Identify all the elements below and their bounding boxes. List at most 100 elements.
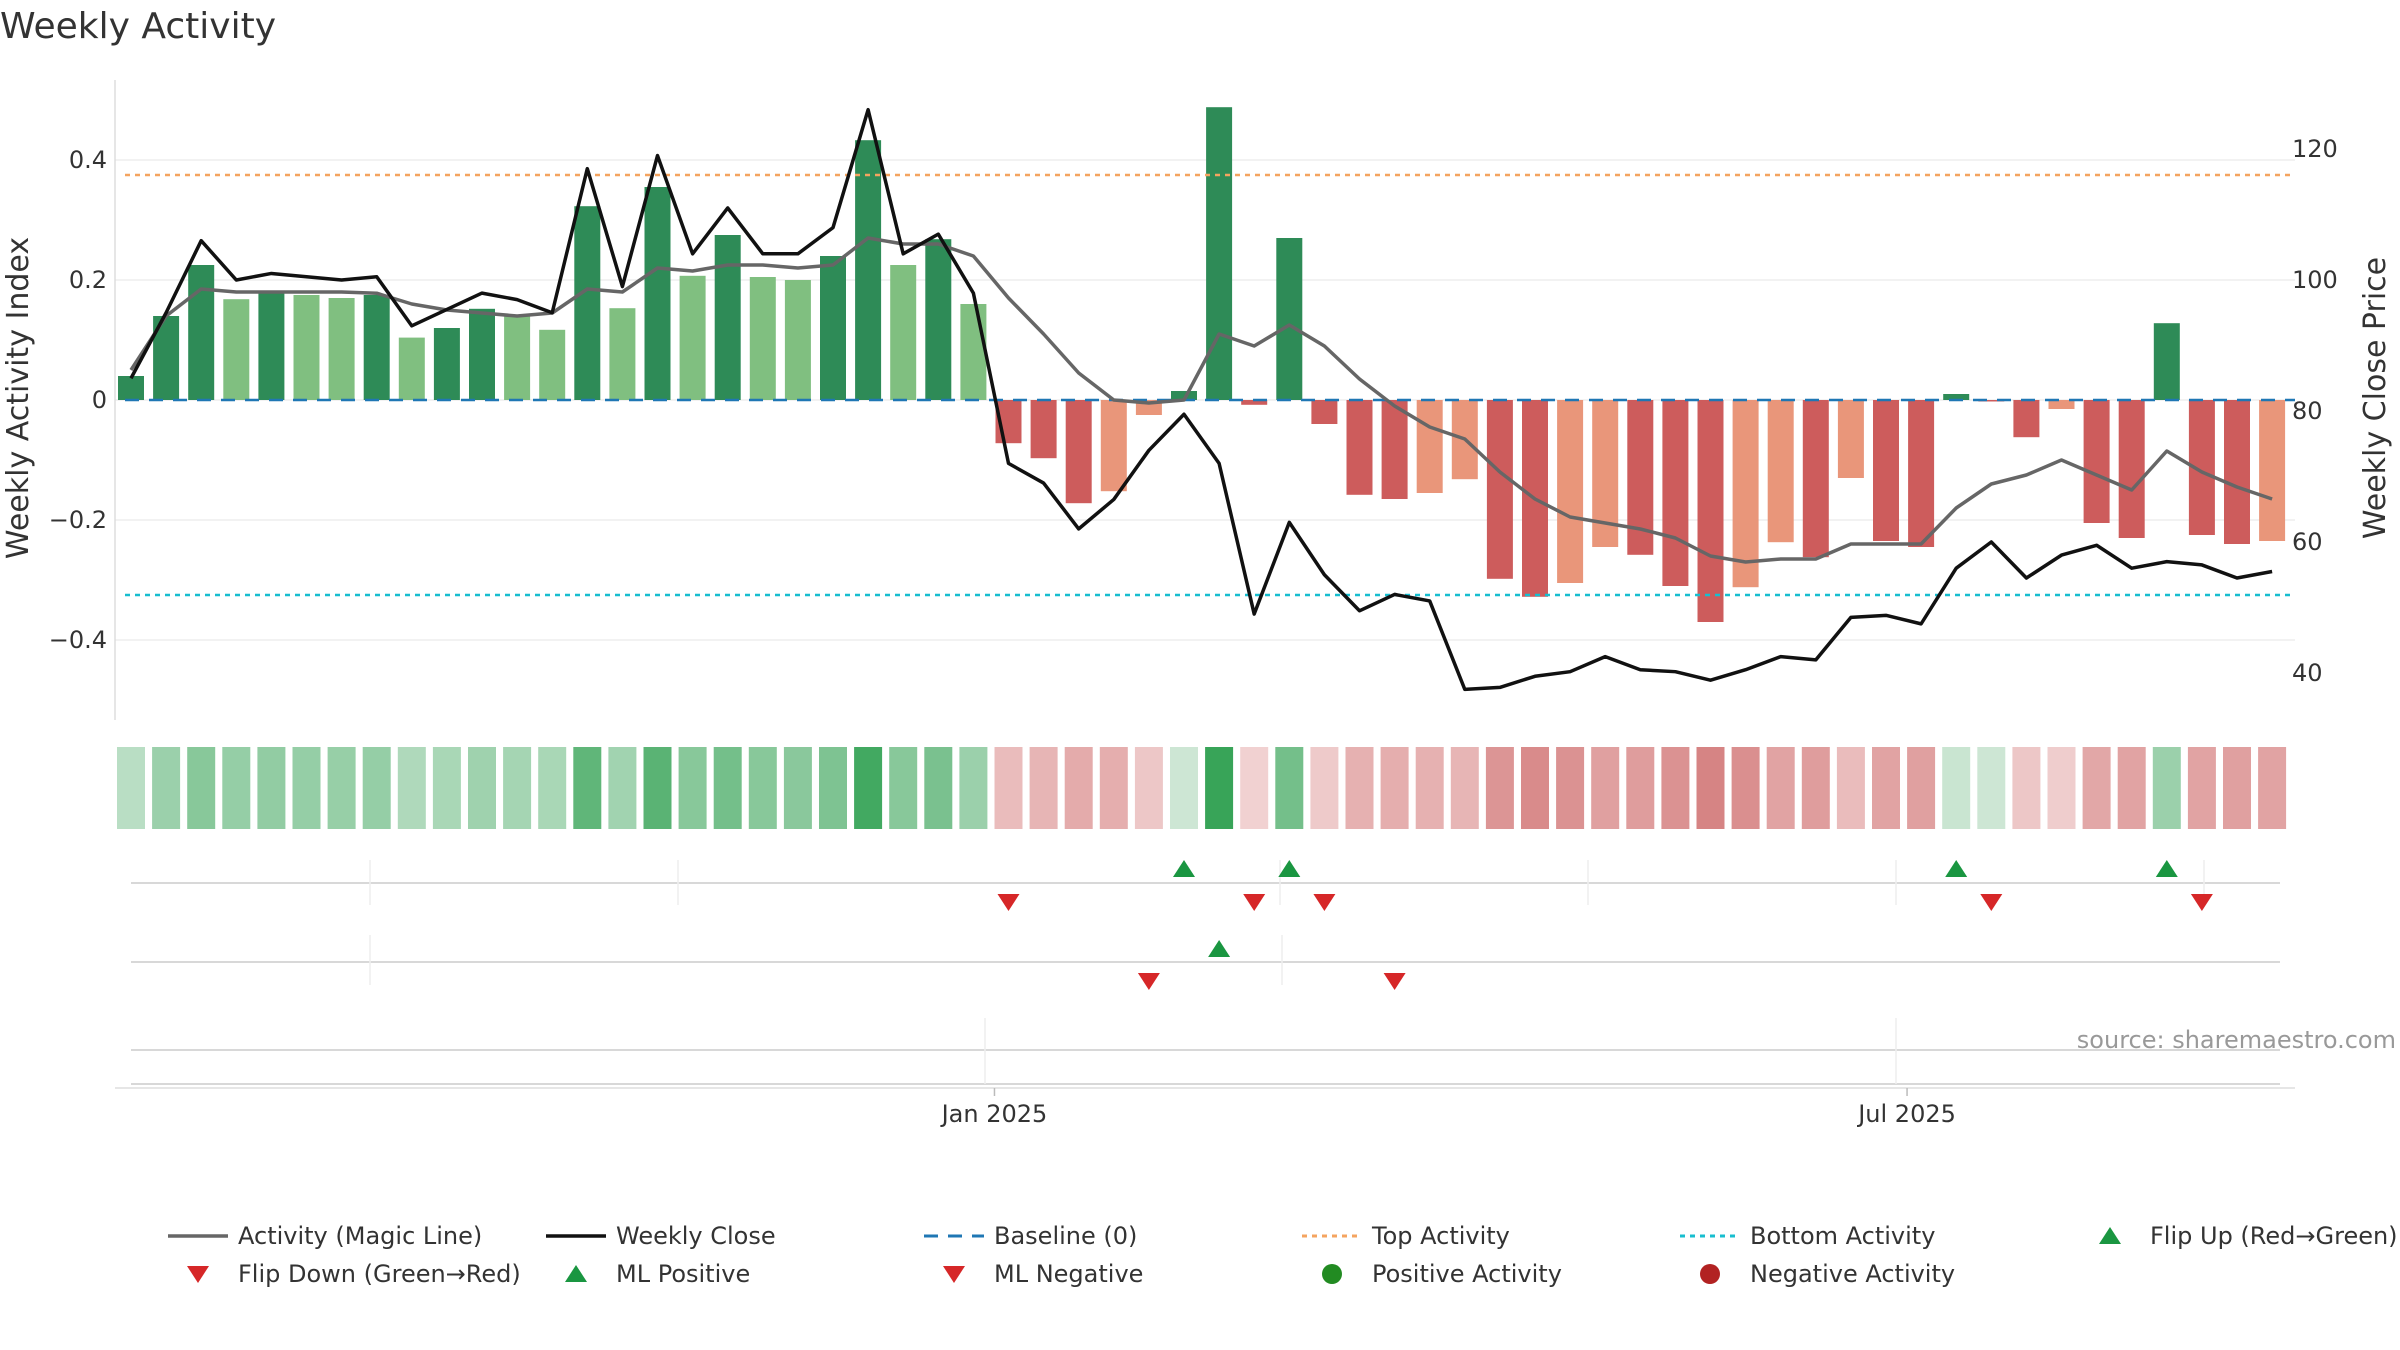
activity-bar <box>2083 400 2110 523</box>
signal-panels <box>131 860 2280 1085</box>
legend-label: Flip Down (Green→Red) <box>238 1260 521 1288</box>
legend-item-mlneg: ML Negative <box>943 1260 1143 1288</box>
legend-label: Weekly Close <box>616 1222 776 1250</box>
activity-bar <box>749 277 776 400</box>
heat-cell <box>187 747 216 829</box>
heat-cell <box>2223 747 2251 829</box>
activity-bar <box>1767 400 1794 543</box>
legend-swatch <box>1322 1264 1342 1284</box>
heat-cell <box>362 747 391 829</box>
activity-bar <box>890 265 917 400</box>
activity-bar <box>784 280 811 400</box>
activity-bar <box>398 337 425 400</box>
activity-bar <box>2013 400 2040 438</box>
activity-bar <box>293 295 320 400</box>
heat-cell <box>1485 747 1514 829</box>
x-axis: Jan 2025 Jul 2025 <box>115 1087 2295 1128</box>
ml-negative-marker <box>1137 973 1160 990</box>
legend-label: Negative Activity <box>1750 1260 1955 1288</box>
heat-cell <box>1415 747 1444 829</box>
y-tick-label-right: 60 <box>2292 528 2323 556</box>
heat-cell <box>1977 747 2006 829</box>
flip-down-marker <box>997 894 1020 911</box>
y-tick-label-right: 40 <box>2292 659 2323 687</box>
activity-bar <box>714 235 741 400</box>
activity-bar <box>2153 323 2180 400</box>
heat-cell <box>748 747 777 829</box>
lines-layer <box>125 107 2295 692</box>
legend-label: ML Negative <box>994 1260 1143 1288</box>
magic-line <box>129 236 2273 564</box>
legend-swatch <box>1700 1264 1720 1284</box>
legend-label: Positive Activity <box>1372 1260 1562 1288</box>
heat-cell <box>1345 747 1374 829</box>
legend-item-mlpos: ML Positive <box>565 1260 750 1288</box>
y-tick-label-left: 0.2 <box>69 266 107 294</box>
heat-cell <box>2152 747 2181 829</box>
activity-bar <box>1557 400 1584 583</box>
activity-bar <box>363 295 390 400</box>
legend-item-magic: Activity (Magic Line) <box>168 1222 482 1250</box>
activity-bar <box>1346 400 1373 495</box>
heat-cell <box>1766 747 1795 829</box>
heat-cell <box>1099 747 1128 829</box>
legend: Activity (Magic Line) Weekly Close Baselin… <box>168 1222 2398 1288</box>
heat-cell <box>538 747 567 829</box>
activity-bar <box>644 187 671 400</box>
activity-bar <box>1697 400 1724 622</box>
activity-bar <box>258 293 285 400</box>
heat-cell <box>503 747 532 829</box>
flip-down-marker <box>1313 894 1336 911</box>
legend-item-flipup: Flip Up (Red→Green) <box>2099 1222 2398 1250</box>
activity-bar <box>1873 400 1899 541</box>
activity-bar <box>609 308 636 400</box>
source-label: source: sharemaestro.com <box>2077 1026 2396 1054</box>
flip-down-marker <box>2190 894 2213 911</box>
legend-item-close: Weekly Close <box>546 1222 776 1250</box>
activity-bar <box>679 275 706 400</box>
activity-bar <box>2259 400 2286 541</box>
legend-label: Flip Up (Red→Green) <box>2150 1222 2398 1250</box>
flip-up-marker <box>1278 860 1301 877</box>
heat-cell <box>1731 747 1760 829</box>
flip-up-marker <box>2155 860 2178 877</box>
heat-cell <box>1310 747 1339 829</box>
heat-cell <box>1661 747 1690 829</box>
heat-cell <box>1872 747 1900 829</box>
heat-cell <box>2258 747 2287 829</box>
legend-item-baseline: Baseline (0) <box>924 1222 1137 1250</box>
legend-swatch <box>2099 1227 2121 1244</box>
heat-cell <box>468 747 496 829</box>
activity-bar <box>1276 238 1303 400</box>
activity-bar <box>118 376 144 400</box>
legend-swatch <box>565 1265 587 1282</box>
activity-bar <box>328 298 355 400</box>
activity-bar <box>1030 400 1057 459</box>
heat-cell <box>432 747 461 829</box>
heat-cell <box>854 747 883 829</box>
y-tick-label-left: −0.4 <box>49 626 107 654</box>
heat-cell <box>1064 747 1093 829</box>
heat-cell <box>924 747 953 829</box>
heat-cell <box>1591 747 1620 829</box>
ml-negative-marker <box>1383 973 1406 990</box>
legend-label: ML Positive <box>616 1260 750 1288</box>
activity-bar <box>2224 400 2250 544</box>
heat-cell <box>1801 747 1830 829</box>
activity-bar <box>1311 400 1338 424</box>
heat-cell <box>608 747 637 829</box>
legend-item-negact: Negative Activity <box>1700 1260 1955 1288</box>
y-tick-label-left: 0 <box>92 386 107 414</box>
x-tick-label: Jul 2025 <box>1856 1100 1956 1128</box>
heat-cell <box>2012 747 2041 829</box>
activity-bar <box>1065 400 1092 504</box>
y-tick-label-right: 80 <box>2292 397 2323 425</box>
legend-item-flipdown: Flip Down (Green→Red) <box>187 1260 521 1288</box>
activity-bar <box>539 329 566 400</box>
ml-positive-marker <box>1208 940 1231 957</box>
heat-cell <box>1134 747 1163 829</box>
heat-cell <box>292 747 321 829</box>
activity-bar <box>1978 400 2005 402</box>
heat-cell <box>889 747 918 829</box>
